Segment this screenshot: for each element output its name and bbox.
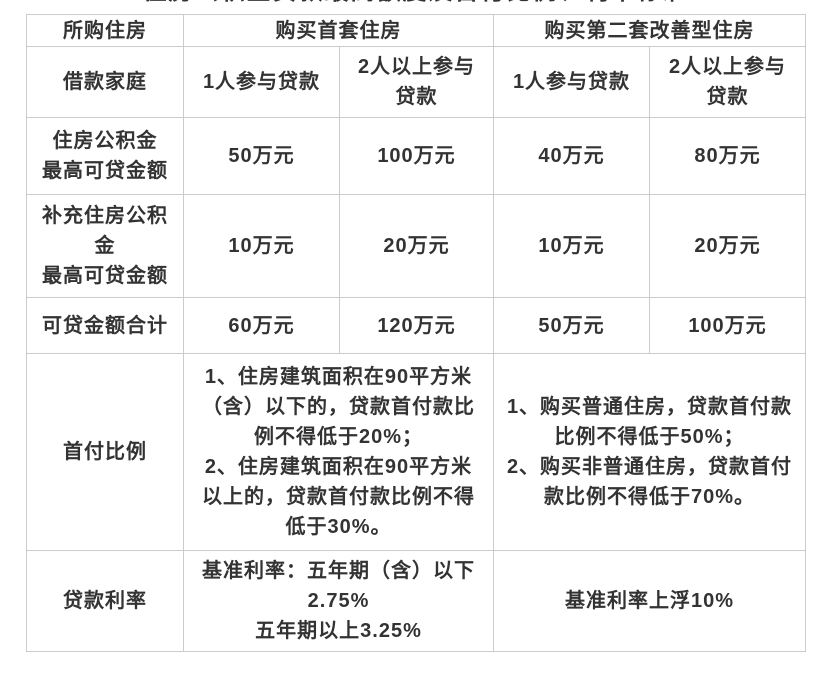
housing-fund-loan-table: 所购住房 购买首套住房 购买第二套改善型住房 借款家庭 1人参与贷款 2人以上参… [26, 14, 806, 652]
cell-total-loanable-value: 50万元 [493, 297, 650, 354]
cell-purchased-housing-label: 所购住房 [26, 14, 184, 47]
cell-supplementary-fund-max-value: 10万元 [183, 194, 340, 298]
cell-down-payment-label: 首付比例 [26, 353, 184, 551]
cell-interest-rate-first-home: 基准利率：五年期（含）以下 2.75% 五年期以上3.25% [183, 550, 494, 652]
cell-first-home-header: 购买首套住房 [183, 14, 494, 47]
cell-down-payment-first-home-rule: 1、住房建筑面积在90平方米 （含）以下的，贷款首付款比 例不得低于20%； 2… [183, 353, 494, 551]
row-housing-fund-max: 住房公积金 最高可贷金额 50万元 100万元 40万元 80万元 [26, 117, 806, 195]
row-supplementary-fund-max: 补充住房公积 金 最高可贷金额 10万元 20万元 10万元 20万元 [26, 194, 806, 298]
clipped-page-title: 住房公积金贷款最高额度及首付比例、利率标准 [26, 0, 805, 5]
cell-second-two-plus: 2人以上参与 贷款 [649, 46, 806, 118]
cell-borrower-family-label: 借款家庭 [26, 46, 184, 118]
cell-housing-fund-max-value: 80万元 [649, 117, 806, 195]
cell-supplementary-fund-max-label: 补充住房公积 金 最高可贷金额 [26, 194, 184, 298]
header-row-borrower-family: 借款家庭 1人参与贷款 2人以上参与 贷款 1人参与贷款 2人以上参与 贷款 [26, 46, 806, 118]
cell-second-one-person: 1人参与贷款 [493, 46, 650, 118]
cell-total-loanable-value: 120万元 [339, 297, 494, 354]
cell-housing-fund-max-value: 50万元 [183, 117, 340, 195]
cell-supplementary-fund-max-value: 20万元 [339, 194, 494, 298]
cell-housing-fund-max-label: 住房公积金 最高可贷金额 [26, 117, 184, 195]
cell-supplementary-fund-max-value: 10万元 [493, 194, 650, 298]
cell-interest-rate-second-home: 基准利率上浮10% [493, 550, 806, 652]
row-interest-rate: 贷款利率 基准利率：五年期（含）以下 2.75% 五年期以上3.25% 基准利率… [26, 550, 806, 652]
cell-total-loanable-value: 100万元 [649, 297, 806, 354]
clipped-page-title-text: 住房公积金贷款最高额度及首付比例、利率标准 [26, 0, 805, 4]
cell-interest-rate-label: 贷款利率 [26, 550, 184, 652]
cell-total-loanable-value: 60万元 [183, 297, 340, 354]
cell-supplementary-fund-max-value: 20万元 [649, 194, 806, 298]
cell-first-two-plus: 2人以上参与 贷款 [339, 46, 494, 118]
cell-down-payment-second-home-rule: 1、购买普通住房，贷款首付款 比例不得低于50%； 2、购买非普通住房，贷款首付… [493, 353, 806, 551]
cell-housing-fund-max-value: 40万元 [493, 117, 650, 195]
row-total-loanable: 可贷金额合计 60万元 120万元 50万元 100万元 [26, 297, 806, 354]
row-down-payment: 首付比例 1、住房建筑面积在90平方米 （含）以下的，贷款首付款比 例不得低于2… [26, 353, 806, 551]
header-row-housing-type: 所购住房 购买首套住房 购买第二套改善型住房 [26, 14, 806, 47]
cell-second-improved-home-header: 购买第二套改善型住房 [493, 14, 806, 47]
cell-first-one-person: 1人参与贷款 [183, 46, 340, 118]
cell-housing-fund-max-value: 100万元 [339, 117, 494, 195]
cell-total-loanable-label: 可贷金额合计 [26, 297, 184, 354]
